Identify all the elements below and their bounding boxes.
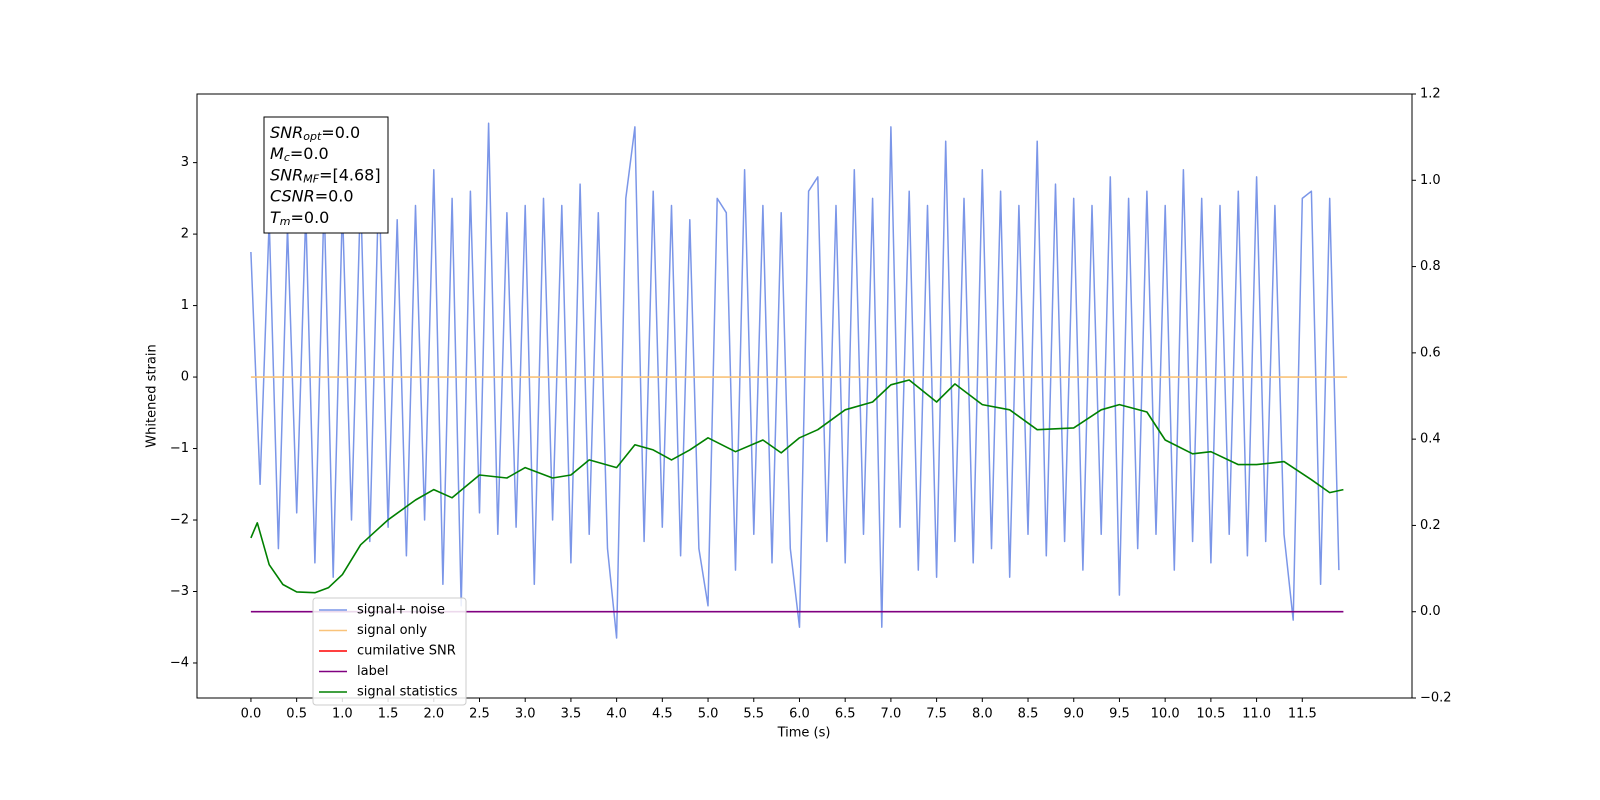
x-tick-label: 11.5 [1288,707,1317,722]
annotation-subscript: c [284,151,290,164]
y-tick-label: 3 [181,155,189,170]
x-tick-label: 10.5 [1196,707,1225,722]
legend-label: signal+ noise [357,603,445,618]
y-axis-label: Whitened strain [145,344,160,447]
x-tick-label: 1.5 [378,707,399,722]
x-tick-label: 9.5 [1109,707,1130,722]
x-tick-label: 0.0 [241,707,262,722]
annotation-line: SNRopt=0.0 [270,123,360,144]
y2-tick-label: 1.2 [1420,87,1441,102]
y-tick-label: −1 [170,441,189,456]
annotation-line: Mc=0.0 [270,144,329,165]
annotation-symbol: SNR [270,165,303,184]
x-tick-label: 7.5 [926,707,947,722]
series-line [250,379,1344,594]
annotation-value: =0.0 [315,186,354,205]
annotation-value: =0.0 [290,144,329,163]
y2-tick-label: −0.2 [1420,691,1452,706]
y-tick-label: 1 [181,298,189,313]
annotation-subscript: opt [303,130,322,143]
x-tick-label: 5.5 [743,707,764,722]
x-tick-label: 6.0 [789,707,810,722]
annotation-symbol: M [270,144,284,163]
annotation-symbol: T [270,207,281,226]
annotation-line: Tm=0.0 [270,207,329,228]
legend-label: label [357,664,388,679]
y2-tick-label: 1.0 [1420,173,1441,188]
annotation-symbol: CSNR [270,186,315,205]
x-tick-label: 8.0 [972,707,993,722]
y2-tick-label: 0.6 [1420,345,1441,360]
x-tick-label: 3.0 [515,707,536,722]
annotation-symbol: SNR [270,123,303,142]
x-tick-label: 2.5 [469,707,490,722]
annotation-value: =0.0 [291,207,330,226]
x-tick-label: 11.0 [1242,707,1271,722]
legend-label: signal only [357,623,427,638]
annotation-line: CSNR=0.0 [270,186,354,205]
annotation-value: =0.0 [321,123,360,142]
annotation-value: =[4.68] [319,165,381,184]
y-tick-label: −3 [170,584,189,599]
y2-tick-label: 0.2 [1420,518,1441,533]
annotation-subscript: MF [303,172,319,185]
x-tick-label: 3.5 [561,707,582,722]
x-tick-label: 0.5 [286,707,307,722]
x-tick-label: 7.0 [881,707,902,722]
y-tick-label: 2 [181,227,189,242]
series-line [250,122,1340,639]
x-tick-label: 9.0 [1063,707,1084,722]
annotation-box [263,116,389,234]
x-tick-label: 2.0 [423,707,444,722]
x-axis-label: Time (s) [777,726,831,741]
legend-label: signal statistics [357,685,458,700]
y2-tick-label: 0.8 [1420,259,1441,274]
x-tick-label: 8.5 [1018,707,1039,722]
legend-frame [312,597,467,706]
x-tick-label: 5.0 [698,707,719,722]
legend-label: cumilative SNR [357,644,456,659]
x-tick-label: 6.5 [835,707,856,722]
x-tick-label: 4.0 [606,707,627,722]
x-tick-label: 10.0 [1151,707,1180,722]
annotation-line: SNRMF=[4.68] [270,165,381,186]
annotation-subscript: m [280,215,291,228]
y-tick-label: 0 [181,370,189,385]
plot-frame [196,93,1413,699]
y2-tick-label: 0.4 [1420,432,1441,447]
y2-tick-label: 0.0 [1420,604,1441,619]
x-tick-label: 4.5 [652,707,673,722]
y-tick-label: −4 [170,655,189,670]
y-tick-label: −2 [170,513,189,528]
x-tick-label: 1.0 [332,707,353,722]
